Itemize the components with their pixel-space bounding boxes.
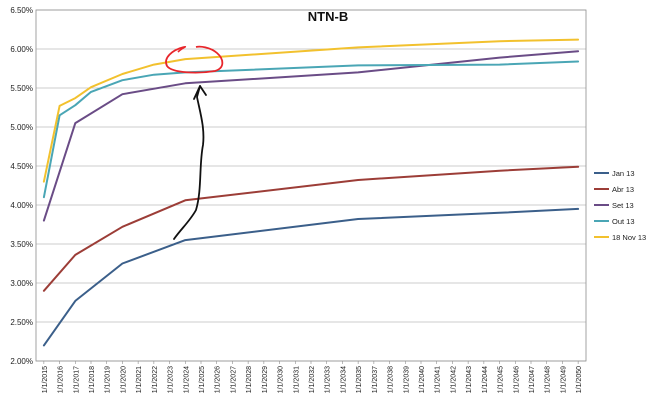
x-tick-label: 1/1/2023 [168,366,175,393]
x-tick-label: 1/1/2045 [498,366,505,393]
axes: 2.00% 2.50% 3.00% 3.50% 4.00% 4.50% 5.00% 5.50%… [10,6,583,393]
x-tick-label: 1/1/2026 [215,366,222,393]
x-tick-label: 1/1/2024 [183,366,190,393]
x-tick-label: 1/1/2032 [309,366,316,393]
x-tick-label: 1/1/2034 [340,366,347,393]
x-tick-label: 1/1/2046 [513,366,520,393]
x-tick-label: 1/1/2042 [450,366,457,393]
series-line-jan-13 [42,207,580,347]
x-tick-label: 1/1/2017 [73,366,80,393]
legend-label: 18 Nov 13 [612,233,646,242]
y-tick-label: 2.00% [10,357,33,366]
x-tick-label: 1/1/2037 [372,366,379,393]
y-tick-label: 6.00% [10,45,33,54]
x-tick-label: 1/1/2033 [325,366,332,393]
x-tick-label: 1/1/2047 [529,366,536,393]
x-tick-label: 1/1/2028 [246,366,253,393]
x-tick-label: 1/1/2031 [293,366,300,393]
y-tick-label: 4.50% [10,162,33,171]
y-tick-label: 4.00% [10,201,33,210]
x-tick-label: 1/1/2022 [152,366,159,393]
x-tick-label: 1/1/2018 [89,366,96,393]
chart-title: NTN-B [308,9,348,24]
series-lines [42,38,580,347]
hand-drawn-arrow [173,85,205,240]
series-line-out-13 [42,60,580,199]
x-tick-label: 1/1/2039 [403,366,410,393]
hand-drawn-arrowhead [193,85,207,100]
series-line-18-nov-13 [42,38,580,183]
x-tick-label: 1/1/2027 [230,366,237,393]
x-tick-label: 1/1/2025 [199,366,206,393]
series-line-abr-13 [42,165,580,292]
x-tick-label: 1/1/2049 [560,366,567,393]
legend-label: Set 13 [612,201,634,210]
annotations [165,45,224,240]
x-tick-label: 1/1/2038 [388,366,395,393]
x-tick-label: 1/1/2040 [419,366,426,393]
x-tick-label: 1/1/2035 [356,366,363,393]
y-tick-label: 3.00% [10,279,33,288]
red-circle-annotation [165,45,224,74]
red-circle-annotation-stroke [177,45,187,53]
x-tick-label: 1/1/2041 [435,366,442,393]
x-tick-label: 1/1/2050 [576,366,583,393]
y-tick-label: 3.50% [10,240,33,249]
x-tick-label: 1/1/2043 [466,366,473,393]
legend: Jan 13 Abr 13 Set 13 Out 13 18 Nov 13 [594,169,646,242]
y-tick-label: 2.50% [10,318,33,327]
x-tick-label: 1/1/2048 [545,366,552,393]
y-tick-label: 5.00% [10,123,33,132]
legend-label: Jan 13 [612,169,635,178]
x-tick-label: 1/1/2019 [105,366,112,393]
x-tick-label: 1/1/2030 [278,366,285,393]
series-line-set-13 [42,50,580,222]
x-tick-label: 1/1/2016 [58,366,65,393]
x-tick-label: 1/1/2029 [262,366,269,393]
legend-label: Out 13 [612,217,635,226]
x-tick-label: 1/1/2020 [120,366,127,393]
y-tick-label: 5.50% [10,84,33,93]
legend-label: Abr 13 [612,185,634,194]
x-tick-label: 1/1/2015 [42,366,49,393]
x-tick-label: 1/1/2021 [136,366,143,393]
y-tick-label: 6.50% [10,6,33,15]
x-tick-label: 1/1/2044 [482,366,489,393]
